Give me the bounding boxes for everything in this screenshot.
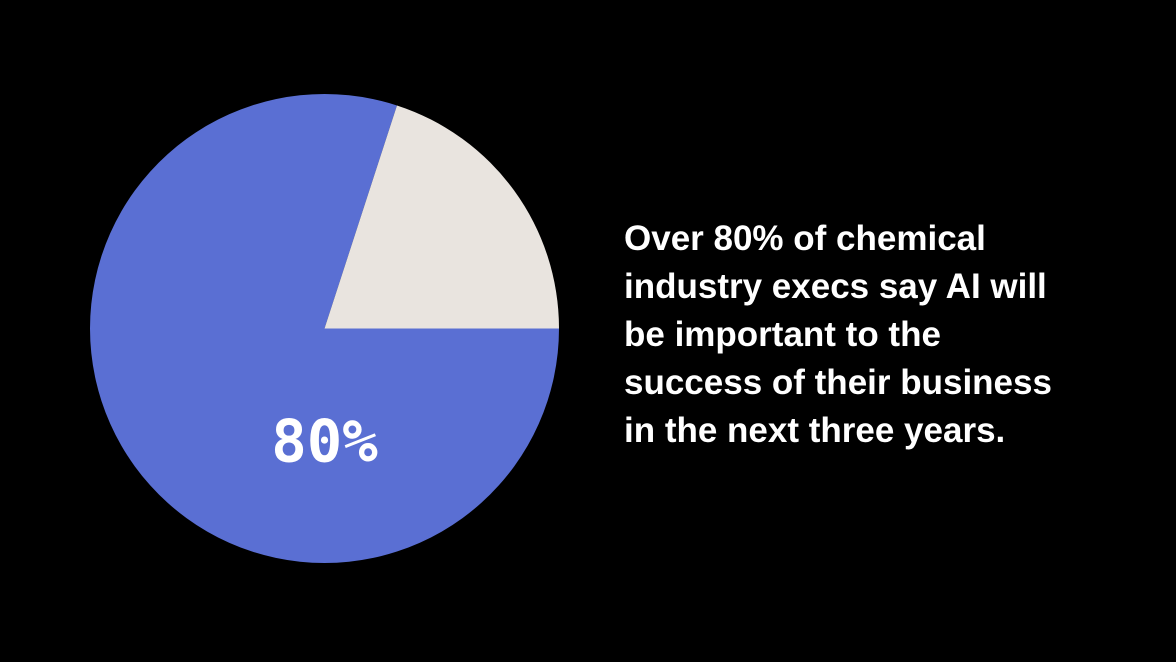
pie-slice (324, 105, 559, 329)
pie-value-label: 80% (271, 406, 378, 476)
statement-text: Over 80% of chemical industry execs say … (624, 215, 1052, 455)
statement-line: industry execs say AI will (624, 267, 1047, 306)
pie-slice (90, 94, 559, 563)
statement-line: be important to the (624, 315, 941, 354)
statement-line: in the next three years. (624, 411, 1006, 450)
statement-line: Over 80% of chemical (624, 219, 986, 258)
pie-svg (90, 94, 559, 563)
pie-chart: 80% (90, 94, 559, 563)
statement-line: success of their business (624, 363, 1052, 402)
